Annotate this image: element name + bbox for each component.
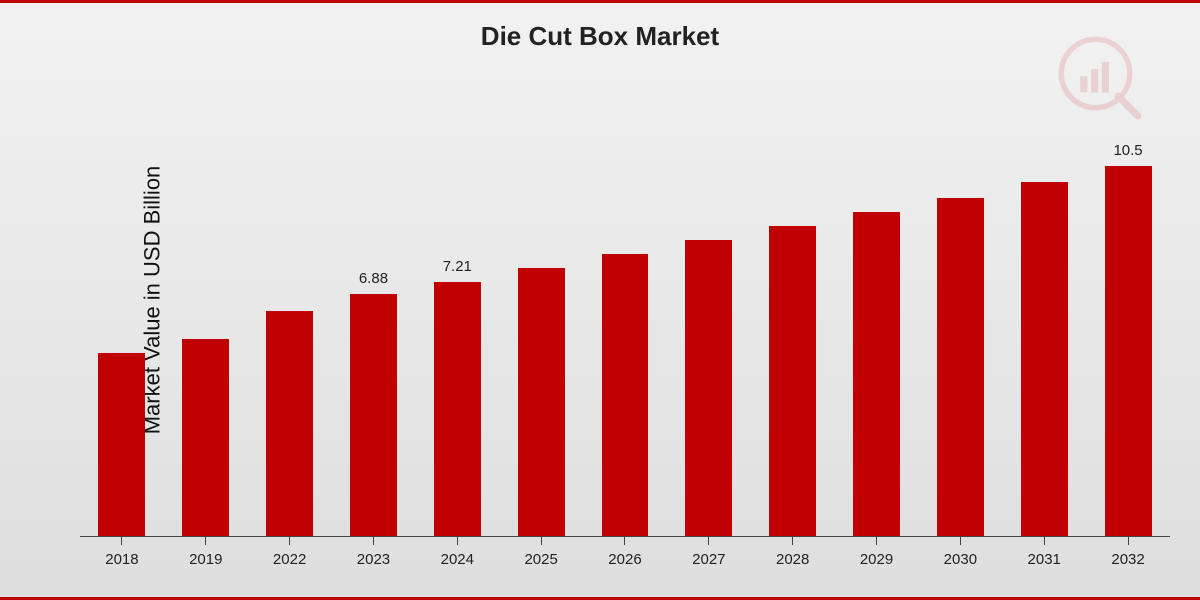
bar — [518, 268, 565, 537]
bar — [1105, 166, 1152, 537]
bar — [350, 294, 397, 537]
tick-mark — [373, 537, 374, 545]
chart-title: Die Cut Box Market — [0, 21, 1200, 52]
x-tick: 2019 — [164, 537, 248, 597]
x-tick: 2029 — [835, 537, 919, 597]
logo-watermark-icon — [1055, 33, 1145, 123]
bar-slot: 6.88 — [332, 113, 416, 537]
tick-mark — [1128, 537, 1129, 545]
bar-slot — [499, 113, 583, 537]
x-tick: 2032 — [1086, 537, 1170, 597]
tick-mark — [876, 537, 877, 545]
bar-slot — [751, 113, 835, 537]
bar-slot: 10.5 — [1086, 113, 1170, 537]
bar-slot — [248, 113, 332, 537]
x-tick-label: 2019 — [189, 551, 222, 568]
bar-slot — [80, 113, 164, 537]
tick-mark — [457, 537, 458, 545]
x-tick-label: 2025 — [524, 551, 557, 568]
bar — [98, 353, 145, 537]
x-tick-label: 2024 — [441, 551, 474, 568]
tick-mark — [289, 537, 290, 545]
tick-mark — [541, 537, 542, 545]
x-tick-label: 2027 — [692, 551, 725, 568]
bars-container: 6.88 7.21 10.5 — [80, 113, 1170, 537]
x-tick: 2030 — [918, 537, 1002, 597]
x-tick: 2028 — [751, 537, 835, 597]
bar — [434, 282, 481, 537]
tick-mark — [624, 537, 625, 545]
x-tick: 2031 — [1002, 537, 1086, 597]
x-tick-label: 2023 — [357, 551, 390, 568]
x-tick: 2026 — [583, 537, 667, 597]
bar-value-label: 10.5 — [1113, 142, 1142, 160]
x-axis: 2018 2019 2022 2023 2024 2025 2026 2027 2028 2029… — [80, 537, 1170, 597]
x-tick-label: 2028 — [776, 551, 809, 568]
tick-mark — [792, 537, 793, 545]
x-tick: 2025 — [499, 537, 583, 597]
x-tick-label: 2030 — [944, 551, 977, 568]
bar — [769, 226, 816, 537]
x-tick-label: 2026 — [608, 551, 641, 568]
tick-mark — [205, 537, 206, 545]
x-tick-label: 2032 — [1111, 551, 1144, 568]
x-tick-label: 2029 — [860, 551, 893, 568]
bar — [853, 212, 900, 537]
tick-mark — [121, 537, 122, 545]
tick-mark — [708, 537, 709, 545]
bar-value-label: 6.88 — [359, 270, 388, 288]
bar-slot — [1002, 113, 1086, 537]
bar — [266, 311, 313, 537]
bar-slot — [667, 113, 751, 537]
bar-slot — [164, 113, 248, 537]
bar-slot — [835, 113, 919, 537]
bar — [602, 254, 649, 537]
x-tick: 2027 — [667, 537, 751, 597]
plot-area: 6.88 7.21 10.5 — [80, 113, 1170, 537]
bar-slot — [583, 113, 667, 537]
x-tick: 2018 — [80, 537, 164, 597]
x-tick: 2022 — [248, 537, 332, 597]
bar — [685, 240, 732, 537]
tick-mark — [1044, 537, 1045, 545]
x-tick: 2024 — [415, 537, 499, 597]
x-tick-label: 2018 — [105, 551, 138, 568]
x-tick: 2023 — [332, 537, 416, 597]
tick-mark — [960, 537, 961, 545]
bar-slot — [918, 113, 1002, 537]
bar-slot: 7.21 — [415, 113, 499, 537]
bar — [182, 339, 229, 537]
bar — [937, 198, 984, 537]
bar-value-label: 7.21 — [443, 258, 472, 276]
x-tick-label: 2031 — [1028, 551, 1061, 568]
bar — [1021, 182, 1068, 537]
x-tick-label: 2022 — [273, 551, 306, 568]
